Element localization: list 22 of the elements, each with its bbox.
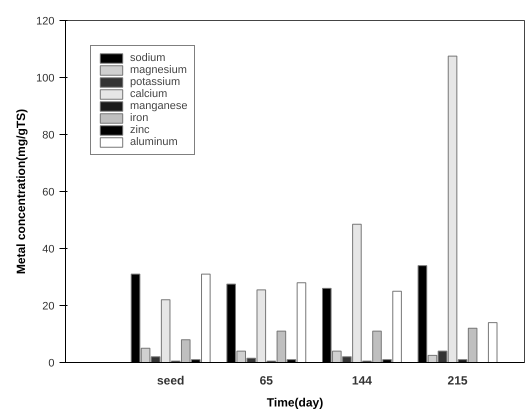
x-tick-label: 215 xyxy=(448,374,468,388)
legend-label: calcium xyxy=(130,88,168,100)
legend-label: potassium xyxy=(130,76,180,88)
legend-label: magnesium xyxy=(130,64,187,76)
legend-label: zinc xyxy=(130,124,150,136)
y-tick-label: 100 xyxy=(36,72,55,84)
y-tick-label: 80 xyxy=(42,130,55,142)
y-tick-label: 120 xyxy=(36,16,55,28)
x-axis-title: Time(day) xyxy=(266,396,324,410)
x-tick-label: seed xyxy=(157,374,184,388)
y-tick-label: 60 xyxy=(42,186,55,198)
y-axis-title: Metal concentration(mg/gTS) xyxy=(14,108,28,274)
bar xyxy=(488,322,498,362)
y-tick-label: 0 xyxy=(48,358,55,370)
y-tick-label: 20 xyxy=(42,300,55,312)
x-tick-label: 65 xyxy=(260,374,274,388)
legend-label: iron xyxy=(130,112,150,124)
legend-label: sodium xyxy=(130,52,166,64)
legend-label: manganese xyxy=(130,100,188,112)
legend-label: aluminum xyxy=(130,136,178,148)
y-tick-label: 40 xyxy=(42,244,55,256)
x-tick-label: 144 xyxy=(352,374,372,388)
